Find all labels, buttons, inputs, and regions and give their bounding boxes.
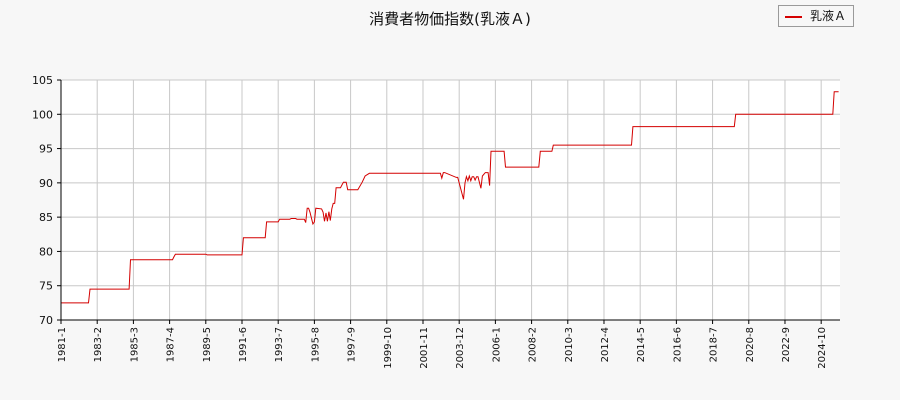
x-tick-label: 2012-4 [600, 327, 611, 362]
x-tick-label: 2024-10 [817, 327, 828, 369]
legend-label: 乳液Ａ [810, 9, 847, 23]
x-tick-label: 1987-4 [166, 327, 177, 362]
x-tick-label: 2010-3 [564, 327, 575, 362]
axes [60, 80, 840, 321]
x-tick-label: 1993-7 [274, 327, 285, 362]
x-axis-ticks: 1981-1 1983-2 1985-3 1987-4 1989-5 1991-6 1993… [57, 320, 828, 369]
x-tick-label: 2020-8 [745, 327, 756, 362]
x-tick-label: 1999-10 [383, 327, 394, 369]
y-tick-label: 100 [32, 108, 53, 121]
x-tick-label: 1997-9 [347, 327, 358, 362]
x-tick-label: 2014-5 [636, 327, 647, 362]
x-tick-label: 1983-2 [93, 327, 104, 362]
x-tick-label: 1989-5 [202, 327, 213, 362]
x-tick-label: 2018-7 [709, 327, 720, 362]
y-tick-label: 85 [39, 211, 53, 224]
x-tick-label: 2006-1 [491, 327, 502, 362]
y-tick-label: 80 [39, 245, 53, 258]
legend: 乳液Ａ [778, 5, 854, 27]
x-tick-label: 2003-12 [455, 327, 466, 369]
series-line-group [61, 91, 839, 304]
y-tick-label: 70 [39, 314, 53, 327]
x-tick-label: 1991-6 [238, 327, 249, 362]
x-tick-label: 1995-8 [310, 327, 321, 362]
y-axis-ticks: 70 75 80 85 90 95 100 105 [32, 74, 61, 327]
x-tick-label: 1981-1 [57, 327, 68, 362]
y-tick-label: 90 [39, 177, 53, 190]
legend-line-swatch [785, 16, 802, 18]
x-tick-label: 2016-6 [672, 327, 683, 362]
y-tick-label: 105 [32, 74, 53, 87]
y-tick-label: 95 [39, 143, 53, 156]
x-tick-label: 2001-11 [419, 327, 430, 369]
chart-title: 消費者物価指数(乳液Ａ) [369, 10, 531, 28]
grid-lines [60, 79, 840, 321]
y-tick-label: 75 [39, 280, 53, 293]
x-tick-label: 2022-9 [781, 327, 792, 362]
x-tick-label: 2008-2 [528, 327, 539, 362]
x-tick-label: 1985-3 [129, 327, 140, 362]
plot-area [61, 80, 840, 320]
series-line [61, 91, 839, 304]
